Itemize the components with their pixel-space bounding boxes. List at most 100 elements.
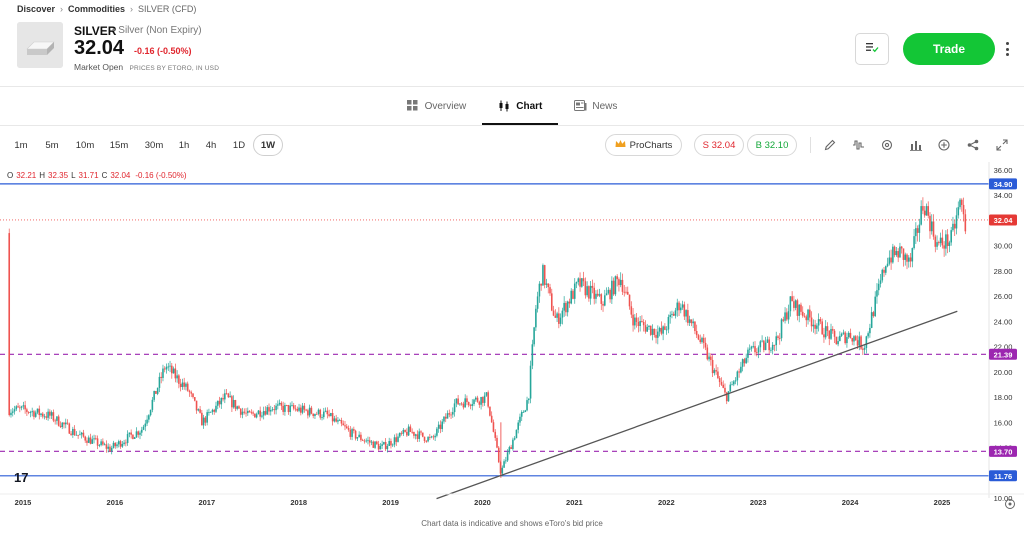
watchlist-button[interactable] [855, 33, 889, 65]
candle-body [448, 413, 451, 415]
draw-icon[interactable] [822, 137, 838, 153]
breadcrumb-commodities[interactable]: Commodities [68, 4, 126, 14]
price-chart[interactable]: 36.0034.0032.0030.0028.0026.0024.0022.00… [0, 162, 1024, 514]
candle-body [810, 317, 813, 327]
time-axis: 2015 2016 2017 2018 2019 2020 2021 2022 2023 2024… [0, 493, 1024, 507]
candle-body [916, 228, 919, 233]
candle-body [561, 310, 564, 318]
candle-body [406, 431, 408, 436]
chart-type-icon[interactable] [908, 137, 924, 153]
candle-body [478, 401, 481, 405]
breadcrumb-current: SILVER (CFD) [138, 4, 197, 14]
candle-body [688, 319, 691, 323]
candle-body [100, 441, 102, 445]
support-trendline[interactable] [436, 310, 958, 500]
add-compare-icon[interactable] [936, 137, 952, 153]
axis-settings-icon[interactable] [1005, 499, 1015, 509]
candle-body [775, 336, 778, 346]
timeframe-1w[interactable]: 1W [253, 134, 283, 156]
candle-body [360, 434, 362, 440]
candle-body [144, 423, 147, 427]
candle-body [596, 293, 599, 296]
candle-body [112, 442, 115, 448]
candle-body [47, 411, 49, 418]
more-options-icon[interactable] [1001, 38, 1013, 60]
candle-body [628, 294, 631, 307]
candle-body [476, 397, 479, 402]
candle-body [80, 432, 83, 435]
candle-body [777, 336, 779, 338]
time-tick-label: 2018 [290, 498, 307, 507]
candle-body [708, 356, 710, 360]
candle-body [731, 384, 733, 386]
settings-icon[interactable] [879, 137, 895, 153]
candle-body [641, 321, 643, 322]
candle-body [63, 422, 65, 425]
candle-body [372, 441, 375, 448]
candle-body [952, 223, 954, 231]
candle-body [755, 352, 758, 353]
crown-icon [615, 139, 626, 151]
candle-body [699, 339, 702, 343]
candle-body [218, 400, 221, 405]
trade-button[interactable]: Trade [903, 33, 995, 65]
candle-body [86, 440, 88, 443]
candle-body [679, 307, 682, 311]
candle-body [301, 405, 304, 413]
candle-body [787, 311, 790, 320]
candle-body [453, 403, 456, 413]
indicators-icon[interactable] [850, 137, 866, 153]
candle-body [231, 396, 233, 408]
candle-body [854, 336, 857, 341]
candle-body [68, 423, 71, 434]
buy-price-button[interactable]: B 32.10 [747, 134, 797, 156]
timeframe-1h[interactable]: 1h [178, 139, 190, 151]
candle-body [572, 290, 574, 299]
breadcrumb-discover[interactable]: Discover [17, 4, 56, 14]
candle-body [695, 331, 698, 336]
candle-body [300, 407, 302, 413]
tab-overview[interactable]: Overview [391, 87, 483, 125]
candle-body [178, 375, 180, 384]
instrument-full-name: • Silver (Non Expiry) [112, 25, 202, 36]
instrument-price: 32.04 [74, 37, 125, 59]
timeframe-1m[interactable]: 1m [14, 139, 28, 151]
candle-body [132, 434, 134, 439]
candle-body [29, 412, 32, 413]
fullscreen-icon[interactable] [994, 137, 1010, 153]
candle-body [248, 410, 251, 413]
timeframe-1d[interactable]: 1D [232, 139, 246, 151]
procharts-button[interactable]: ProCharts [605, 134, 682, 156]
tab-bar: Overview Chart News [0, 87, 1024, 125]
candle-body [383, 442, 385, 445]
candle-body [934, 236, 937, 247]
candle-body [105, 444, 108, 449]
candle-body [851, 338, 854, 342]
candle-body [867, 333, 869, 337]
candle-body [66, 422, 69, 424]
candle-body [195, 400, 198, 411]
timeframe-30m[interactable]: 30m [144, 139, 164, 151]
share-icon[interactable] [965, 137, 981, 153]
candle-body [186, 383, 189, 391]
timeframe-5m[interactable]: 5m [45, 139, 59, 151]
candle-body [819, 319, 822, 322]
candle-body [793, 301, 795, 308]
candle-body [828, 330, 831, 339]
ohlc-low: 31.71 [78, 171, 99, 180]
price-tick-label: 16.00 [994, 418, 1013, 427]
tab-news[interactable]: News [558, 87, 633, 125]
sell-price-button[interactable]: S 32.04 [694, 134, 744, 156]
candle-body [833, 330, 836, 337]
candle-body [322, 411, 325, 418]
candle-body [390, 441, 392, 446]
tab-chart[interactable]: Chart [482, 87, 559, 125]
timeframe-15m[interactable]: 15m [109, 139, 129, 151]
timeframe-4h[interactable]: 4h [205, 139, 217, 151]
timeframe-10m[interactable]: 10m [75, 139, 95, 151]
grid-icon [406, 100, 419, 112]
candle-body [45, 416, 48, 418]
candle-body [485, 392, 488, 396]
candle-body [863, 347, 866, 350]
candle-body [328, 414, 330, 416]
